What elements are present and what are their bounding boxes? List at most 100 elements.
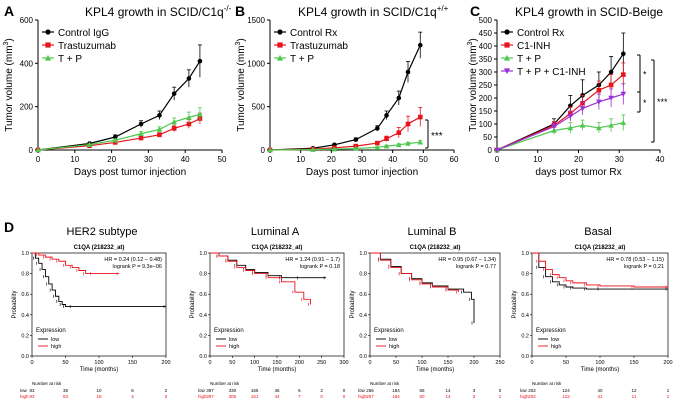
data-point xyxy=(112,134,118,140)
y-tick-label: 0.4 xyxy=(359,313,367,319)
y-tick-label: 0.0 xyxy=(199,354,207,360)
panel-title-main: KPL4 growth in SCID/C1q xyxy=(85,5,224,19)
risk-value: 0 xyxy=(343,388,346,393)
y-tick-label: 0.6 xyxy=(21,292,29,298)
series-trastuzumab xyxy=(35,112,203,153)
risk-value: 14 xyxy=(445,394,451,399)
panel-letter: C xyxy=(470,3,480,19)
data-point xyxy=(621,51,626,57)
km-legend-title: Expression xyxy=(214,328,244,334)
y-tick-label: 0.4 xyxy=(21,313,29,319)
risk-row-label: high xyxy=(20,394,29,399)
data-point xyxy=(86,141,93,147)
y-tick-label: 400 xyxy=(20,59,34,68)
data-point xyxy=(157,113,162,118)
y-axis-label: Tumor volume (mm3) xyxy=(235,38,247,132)
risk-value: 6 xyxy=(131,388,134,393)
risk-table-label: Number at risk xyxy=(32,381,62,386)
x-tick-label: 100 xyxy=(250,360,259,366)
data-point xyxy=(384,113,389,118)
risk-value: 14 xyxy=(445,388,451,393)
risk-value: 256 xyxy=(366,388,374,393)
data-point xyxy=(596,125,602,131)
y-axis-label-sup: 3 xyxy=(235,41,242,45)
km-stat: HR = 1.24 (0.91 – 1.7) xyxy=(285,257,340,263)
y-tick-label: 1.0 xyxy=(21,251,29,257)
x-tick-label: 100 xyxy=(94,360,103,366)
x-axis-label: Days post tumor injection xyxy=(74,167,186,178)
data-point xyxy=(112,137,119,143)
km-stat: HR = 0.95 (0.67 – 1.34) xyxy=(438,257,496,263)
y-tick-label: 0.6 xyxy=(521,292,529,298)
risk-row-label: low xyxy=(20,388,28,393)
risk-value: 122 xyxy=(562,394,570,399)
km-legend-high: high xyxy=(551,344,561,350)
data-point xyxy=(186,76,192,81)
x-tick-label: 50 xyxy=(62,360,68,366)
data-point xyxy=(596,99,602,105)
km-curve-low xyxy=(32,252,166,308)
y-tick-label: 0.6 xyxy=(359,292,367,298)
series-t-p xyxy=(35,107,203,153)
significance-label: * xyxy=(643,98,647,108)
risk-value: 83 xyxy=(29,394,35,399)
data-point xyxy=(417,114,423,120)
x-tick-label: 250 xyxy=(495,360,504,366)
legend-label: Trastuzumab xyxy=(58,41,116,52)
risk-row-label: low xyxy=(198,388,206,393)
y-tick-label: 500 xyxy=(252,103,266,112)
series-line xyxy=(496,122,624,151)
y-tick-label: 200 xyxy=(479,94,493,103)
risk-table-label: Number at risk xyxy=(370,381,400,386)
risk-value: 3 xyxy=(473,394,476,399)
data-point xyxy=(620,119,627,125)
km-legend-title: Expression xyxy=(374,328,404,334)
data-point xyxy=(567,125,574,131)
significance-label: *** xyxy=(657,97,668,107)
km-header: HER2 subtype xyxy=(67,226,138,238)
km-stat: HR = 0.24 (0.12 – 0.48) xyxy=(104,257,162,263)
significance-label: * xyxy=(643,70,647,80)
risk-value: 0 xyxy=(343,394,346,399)
data-point xyxy=(186,121,192,127)
risk-value: 0 xyxy=(320,394,323,399)
panel-title-main: KPL4 growth in SCID-Beige xyxy=(515,5,663,19)
y-axis-label: Probability xyxy=(512,290,518,318)
x-tick-label: 60 xyxy=(450,155,459,164)
risk-value: 184 xyxy=(392,388,400,393)
risk-table-label: Number at risk xyxy=(210,381,240,386)
km-legend-high: high xyxy=(51,344,61,350)
km-curve-high xyxy=(532,252,668,288)
risk-value: 53 xyxy=(63,394,69,399)
data-point xyxy=(197,58,203,64)
risk-value: 330 xyxy=(229,388,237,393)
km-legend-low: low xyxy=(51,337,59,343)
legend-marker xyxy=(504,29,510,35)
y-axis-label: Probability xyxy=(190,290,196,318)
risk-value: 202 xyxy=(528,394,536,399)
data-point xyxy=(405,69,411,75)
risk-value: 40 xyxy=(597,388,603,393)
risk-value: 397 xyxy=(206,388,214,393)
series-line xyxy=(37,60,201,151)
data-point xyxy=(186,114,192,120)
data-point xyxy=(375,126,380,131)
data-point xyxy=(353,137,359,142)
y-tick-label: 1.0 xyxy=(199,251,207,257)
km-legend-title: Expression xyxy=(536,328,566,334)
legend-marker xyxy=(45,42,51,48)
data-point xyxy=(383,143,390,149)
x-tick-label: 0 xyxy=(495,155,500,164)
series-line xyxy=(37,113,201,151)
km-curve-low xyxy=(532,252,668,290)
data-point xyxy=(138,121,144,127)
y-tick-label: 150 xyxy=(479,107,493,116)
data-point xyxy=(171,126,177,131)
y-axis-label-main: Tumor volume (mm xyxy=(236,45,247,131)
significance-label: *** xyxy=(431,131,443,142)
km-curve-high xyxy=(210,252,311,305)
x-tick-label: 250 xyxy=(317,360,326,366)
risk-value: 45 xyxy=(274,388,280,393)
